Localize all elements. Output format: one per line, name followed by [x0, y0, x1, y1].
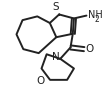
Text: N: N — [52, 52, 60, 62]
Text: 2: 2 — [95, 14, 100, 24]
Text: NH: NH — [88, 10, 102, 20]
Text: O: O — [86, 44, 94, 54]
Text: S: S — [52, 2, 59, 12]
Text: O: O — [36, 76, 45, 86]
